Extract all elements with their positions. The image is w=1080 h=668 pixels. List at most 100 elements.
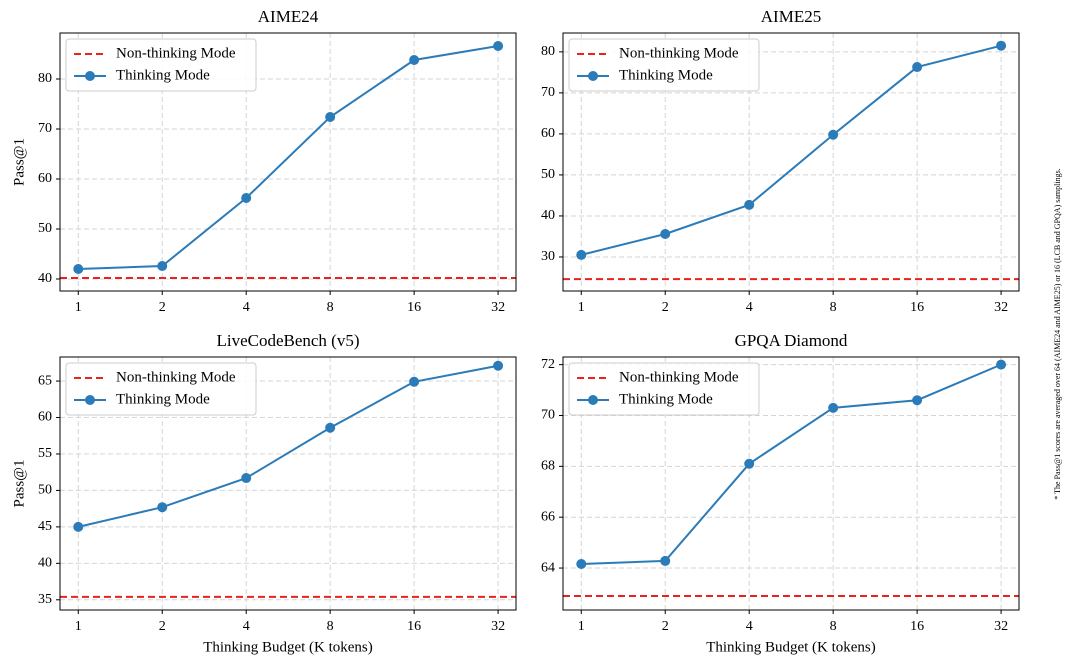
data-point (996, 40, 1007, 51)
y-tick-label: 45 (38, 519, 52, 534)
y-tick-label: 40 (38, 556, 52, 571)
data-point (493, 360, 504, 371)
y-tick-label: 40 (541, 208, 555, 223)
y-tick-label: 70 (541, 408, 555, 423)
x-tick-label: 32 (994, 300, 1008, 315)
legend-marker (85, 395, 95, 405)
y-tick-label: 70 (541, 85, 555, 100)
data-point (744, 199, 755, 210)
x-tick-label: 32 (994, 619, 1008, 634)
y-tick-label: 50 (38, 483, 52, 498)
legend-label: Non-thinking Mode (116, 45, 236, 61)
y-tick-label: 80 (38, 71, 52, 86)
x-tick-label: 1 (578, 619, 585, 634)
legend-label: Thinking Mode (116, 391, 210, 407)
y-tick-label: 35 (38, 592, 52, 607)
legend-label: Non-thinking Mode (619, 369, 739, 385)
y-tick-label: 55 (38, 446, 52, 461)
x-tick-label: 32 (491, 619, 505, 634)
legend-label: Non-thinking Mode (116, 369, 236, 385)
data-point (73, 521, 84, 532)
x-tick-label: 4 (243, 619, 250, 634)
x-tick-label: 16 (910, 300, 924, 315)
data-point (576, 249, 587, 260)
x-tick-label: 32 (491, 300, 505, 315)
data-point (325, 112, 336, 122)
legend-marker (588, 395, 598, 405)
y-tick-label: 60 (541, 126, 555, 141)
data-point (241, 193, 252, 203)
series-line (78, 364, 499, 528)
y-axis-label: Pass@1 (11, 460, 27, 508)
x-tick-label: 8 (830, 619, 837, 634)
data-point (660, 228, 671, 239)
data-point (409, 376, 420, 387)
data-point (828, 402, 839, 413)
y-tick-label: 72 (541, 357, 555, 372)
y-tick-label: 60 (38, 410, 52, 425)
y-tick-label: 65 (38, 373, 52, 388)
data-point (157, 261, 168, 271)
x-tick-label: 4 (746, 619, 753, 634)
y-tick-label: 70 (38, 121, 52, 136)
legend-box (568, 38, 760, 92)
data-point (828, 129, 839, 140)
data-point (660, 555, 671, 566)
subplot-title: LiveCodeBench (v5) (216, 331, 359, 350)
x-axis-label: Thinking Budget (K tokens) (203, 639, 373, 655)
x-tick-label: 1 (75, 619, 82, 634)
series-line (581, 363, 1002, 565)
y-tick-label: 60 (38, 171, 52, 186)
x-tick-label: 2 (159, 619, 166, 634)
y-axis-label: Pass@1 (11, 138, 27, 186)
x-tick-label: 4 (243, 300, 250, 315)
legend-marker (588, 71, 598, 81)
data-point (912, 62, 923, 73)
legend-box (568, 362, 760, 416)
legend-box (65, 362, 257, 416)
y-tick-label: 50 (541, 167, 555, 182)
data-point (576, 558, 587, 569)
plot-frame (562, 32, 1020, 292)
legend-label: Thinking Mode (619, 67, 713, 83)
subplot-title: AIME24 (258, 7, 319, 26)
x-tick-label: 1 (75, 300, 82, 315)
x-tick-label: 16 (910, 619, 924, 634)
legend-label: Thinking Mode (619, 391, 713, 407)
legend-label: Non-thinking Mode (619, 45, 739, 61)
data-point (912, 395, 923, 406)
plot-frame (59, 32, 517, 292)
data-point (409, 55, 420, 65)
subplot-title: AIME25 (761, 7, 821, 26)
plot-frame (562, 356, 1020, 611)
x-tick-label: 2 (662, 300, 669, 315)
x-tick-label: 16 (407, 300, 421, 315)
x-tick-label: 2 (662, 619, 669, 634)
data-point (744, 458, 755, 469)
y-tick-label: 40 (38, 271, 52, 286)
x-tick-label: 8 (327, 619, 334, 634)
data-point (996, 359, 1007, 370)
x-tick-label: 4 (746, 300, 753, 315)
legend-box (65, 38, 257, 92)
x-tick-label: 1 (578, 300, 585, 315)
y-tick-label: 68 (541, 459, 555, 474)
data-point (493, 41, 504, 51)
y-tick-label: 64 (541, 560, 555, 575)
x-tick-label: 2 (159, 300, 166, 315)
y-tick-label: 80 (541, 44, 555, 59)
plot-frame (59, 356, 517, 611)
y-tick-label: 66 (541, 509, 555, 524)
series-line (78, 45, 499, 270)
x-tick-label: 16 (407, 619, 421, 634)
data-point (241, 473, 252, 484)
data-point (157, 502, 168, 513)
x-tick-label: 8 (830, 300, 837, 315)
series-line (581, 44, 1002, 256)
subplot-title: GPQA Diamond (735, 331, 848, 350)
y-tick-label: 50 (38, 221, 52, 236)
footnote: * The Pass@1 scores are averaged over 64… (1053, 168, 1062, 499)
data-point (325, 422, 336, 433)
x-tick-label: 8 (327, 300, 334, 315)
